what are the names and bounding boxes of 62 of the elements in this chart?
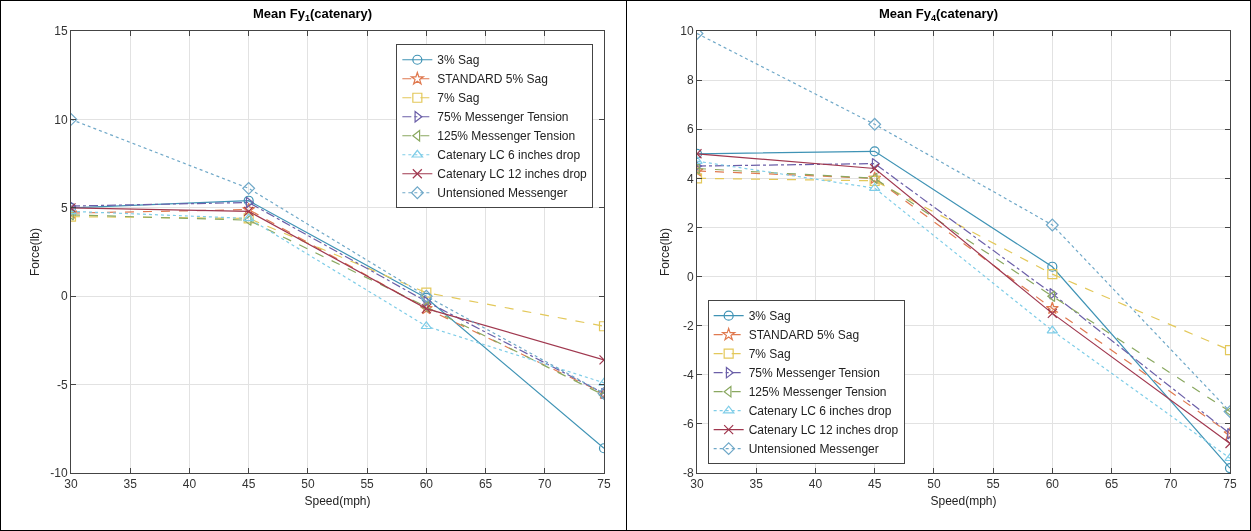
x-tick-label: 55 — [360, 477, 375, 492]
x-tick-label: 75 — [1222, 477, 1237, 492]
y-tick-label: 10 — [679, 24, 694, 39]
y-tick-label: 6 — [686, 122, 694, 137]
y-tick-label: 0 — [686, 269, 694, 284]
x-tick-label: 65 — [1104, 477, 1119, 492]
legend-label: Untensioned Messenger — [437, 186, 568, 201]
y-tick-label: -2 — [682, 318, 694, 333]
chart-title: Mean Fy$_{1}$(catenary) — [252, 6, 373, 23]
chart-title: Mean Fy$_{4}$(catenary) — [878, 6, 998, 23]
legend-label: 75% Messenger Tension — [748, 366, 880, 381]
x-tick-label: 35 — [749, 477, 763, 492]
point — [243, 206, 254, 217]
y-axis-title: Force(lb) — [657, 227, 672, 277]
legend-label: 125% Messenger Tension — [748, 385, 887, 400]
legend-label: 125% Messenger Tension — [437, 129, 576, 144]
y-tick-label: 2 — [686, 220, 694, 235]
x-tick-label: 75 — [597, 477, 611, 492]
legend-label: 75% Messenger Tension — [437, 110, 569, 125]
legend-label: Catenary LC 6 inches drop — [437, 148, 581, 163]
legend-label: 7% Sag — [748, 347, 791, 362]
x-tick-label: 70 — [538, 477, 552, 492]
y-tick-label: 8 — [686, 73, 694, 88]
y-tick-label: -5 — [56, 377, 68, 392]
y-tick-label: 4 — [686, 171, 694, 186]
legend-label: STANDARD 5% Sag — [748, 328, 859, 343]
y-axis-title: Force(lb) — [27, 227, 42, 277]
y-tick-label: 10 — [54, 112, 68, 127]
x-tick-label: 55 — [985, 477, 1000, 492]
point — [242, 181, 256, 195]
x-axis-title: Speed(mph) — [304, 494, 371, 509]
legend-label: Catenary LC 12 inches drop — [437, 167, 588, 182]
legend-label: Untensioned Messenger — [748, 442, 879, 457]
point — [867, 117, 881, 131]
x-tick-label: 30 — [689, 477, 704, 492]
y-tick-label: -4 — [682, 367, 694, 382]
legend-label: 3% Sag — [437, 53, 480, 68]
x-axis-title: Speed(mph) — [929, 494, 997, 509]
x-tick-label: 40 — [182, 477, 197, 492]
point — [869, 163, 880, 174]
legend-label: Catenary LC 6 inches drop — [748, 404, 892, 419]
legend-label: STANDARD 5% Sag — [437, 72, 548, 87]
y-tick-label: 5 — [60, 201, 68, 215]
x-tick-label: 60 — [1045, 477, 1059, 492]
x-tick-label: 40 — [808, 477, 822, 492]
x-tick-label: 50 — [926, 477, 941, 492]
x-tick-label: 45 — [241, 477, 256, 492]
x-tick-label: 65 — [478, 477, 493, 492]
legend-label: Catenary LC 12 inches drop — [748, 423, 898, 438]
point — [1046, 308, 1057, 319]
point — [1045, 218, 1059, 232]
legend-label: 3% Sag — [748, 309, 791, 324]
x-tick-label: 50 — [301, 477, 315, 492]
y-tick-label: -6 — [682, 417, 694, 432]
x-tick-label: 60 — [419, 477, 434, 492]
x-tick-label: 45 — [867, 477, 882, 492]
y-tick-label: 15 — [54, 24, 68, 39]
x-tick-label: 35 — [123, 477, 138, 492]
x-tick-label: 70 — [1163, 477, 1178, 492]
x-tick-label: 30 — [64, 477, 78, 492]
y-tick-label: 0 — [60, 289, 68, 304]
legend-label: 7% Sag — [437, 91, 480, 106]
